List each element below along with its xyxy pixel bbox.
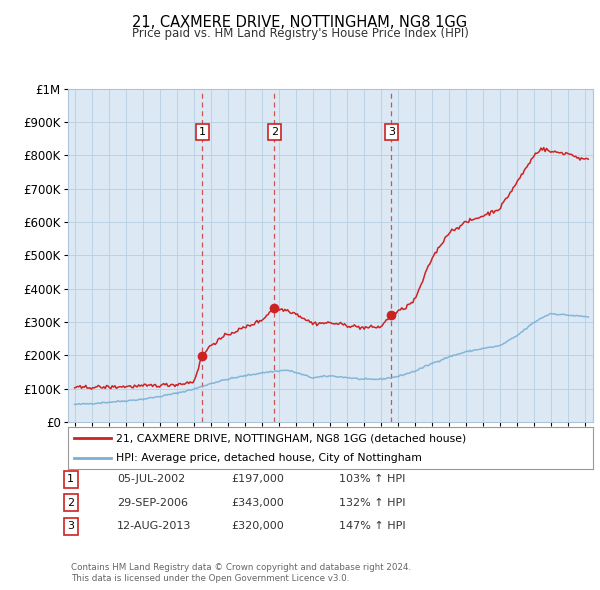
Text: £197,000: £197,000: [231, 474, 284, 484]
Text: 3: 3: [388, 127, 395, 137]
Text: £343,000: £343,000: [231, 498, 284, 507]
Text: 2: 2: [67, 498, 74, 507]
Text: 103% ↑ HPI: 103% ↑ HPI: [339, 474, 406, 484]
Text: 12-AUG-2013: 12-AUG-2013: [117, 522, 191, 531]
Text: 1: 1: [199, 127, 206, 137]
Text: 132% ↑ HPI: 132% ↑ HPI: [339, 498, 406, 507]
Text: 1: 1: [67, 474, 74, 484]
Text: 21, CAXMERE DRIVE, NOTTINGHAM, NG8 1GG (detached house): 21, CAXMERE DRIVE, NOTTINGHAM, NG8 1GG (…: [116, 433, 466, 443]
Text: HPI: Average price, detached house, City of Nottingham: HPI: Average price, detached house, City…: [116, 453, 422, 463]
Text: 21, CAXMERE DRIVE, NOTTINGHAM, NG8 1GG: 21, CAXMERE DRIVE, NOTTINGHAM, NG8 1GG: [133, 15, 467, 30]
Text: £320,000: £320,000: [231, 522, 284, 531]
Text: 3: 3: [67, 522, 74, 531]
Text: 05-JUL-2002: 05-JUL-2002: [117, 474, 185, 484]
Text: Contains HM Land Registry data © Crown copyright and database right 2024.: Contains HM Land Registry data © Crown c…: [71, 563, 411, 572]
Text: 2: 2: [271, 127, 278, 137]
Text: 147% ↑ HPI: 147% ↑ HPI: [339, 522, 406, 531]
Text: 29-SEP-2006: 29-SEP-2006: [117, 498, 188, 507]
Text: This data is licensed under the Open Government Licence v3.0.: This data is licensed under the Open Gov…: [71, 574, 349, 583]
Text: Price paid vs. HM Land Registry's House Price Index (HPI): Price paid vs. HM Land Registry's House …: [131, 27, 469, 40]
